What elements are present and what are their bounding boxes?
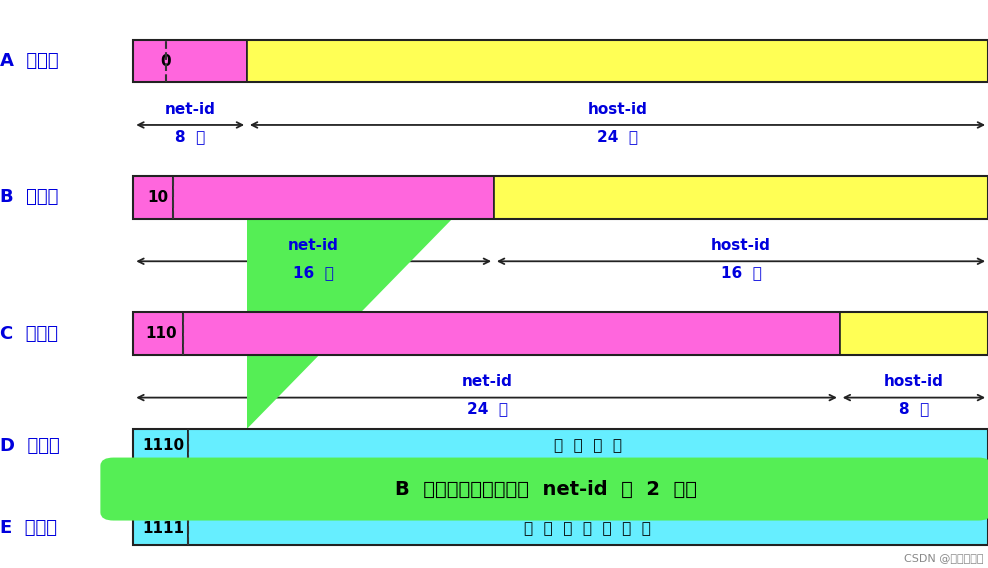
Text: 1110: 1110 [142, 438, 184, 453]
Text: 24  位: 24 位 [466, 402, 508, 416]
Text: net-id: net-id [461, 374, 513, 389]
Text: 10: 10 [147, 190, 169, 205]
Polygon shape [247, 176, 494, 429]
Text: B  类地址: B 类地址 [0, 189, 58, 206]
Bar [188, 511, 988, 545]
Text: host-id: host-id [711, 238, 771, 253]
Text: 保  留  为  今  后  使  用: 保 留 为 今 后 使 用 [525, 521, 651, 536]
Text: E  类地址: E 类地址 [0, 519, 57, 537]
Bar [133, 176, 988, 219]
Text: 16  位: 16 位 [720, 265, 762, 280]
Text: net-id: net-id [164, 102, 215, 116]
Text: 24  位: 24 位 [597, 129, 638, 144]
Bar [133, 511, 188, 545]
Bar [133, 312, 988, 355]
Bar [133, 312, 183, 355]
Text: D  类地址: D 类地址 [0, 437, 59, 455]
Text: 8  位: 8 位 [175, 129, 205, 144]
Bar [133, 429, 988, 463]
Text: net-id: net-id [288, 238, 339, 253]
Text: B  类地址的网络号字段  net-id  为  2  字节: B 类地址的网络号字段 net-id 为 2 字节 [395, 479, 697, 499]
Bar [247, 40, 988, 82]
Bar [188, 429, 988, 463]
Text: C  类地址: C 类地址 [0, 325, 58, 343]
Text: A  类地址: A 类地址 [0, 52, 58, 70]
Text: host-id: host-id [588, 102, 647, 116]
Bar [133, 40, 988, 82]
Text: host-id: host-id [884, 374, 944, 389]
Text: CSDN @激风疏明月: CSDN @激风疏明月 [904, 553, 983, 563]
Bar [183, 312, 840, 355]
Bar [133, 511, 988, 545]
Text: 110: 110 [145, 326, 177, 341]
FancyBboxPatch shape [102, 459, 988, 519]
Bar [133, 429, 188, 463]
Bar [173, 176, 494, 219]
Bar [133, 40, 247, 82]
Text: 0: 0 [161, 53, 171, 69]
Bar [494, 176, 988, 219]
Bar [133, 176, 173, 219]
Text: 多  播  地  址: 多 播 地 址 [554, 438, 621, 453]
Text: 8  位: 8 位 [899, 402, 929, 416]
Text: 1111: 1111 [142, 521, 184, 536]
Text: 16  位: 16 位 [292, 265, 334, 280]
Bar [840, 312, 988, 355]
